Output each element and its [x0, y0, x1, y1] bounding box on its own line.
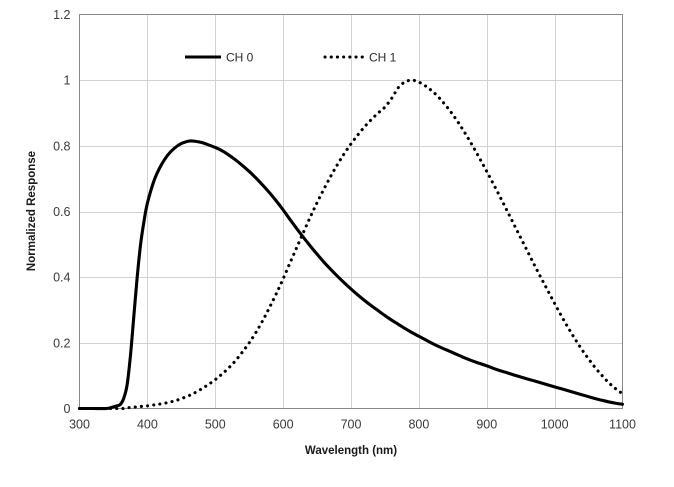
- chart-legend: CH 0 CH 1: [185, 51, 397, 65]
- x-tick-label: 800: [408, 418, 429, 432]
- x-tick-label: 1000: [541, 418, 569, 432]
- y-tick-label: 0.2: [53, 336, 70, 350]
- x-axis-tick-labels: 300 400 500 600 700 800 900 1000 1100: [69, 418, 636, 432]
- y-tick-label: 0: [64, 402, 71, 416]
- vertical-gridlines: [147, 14, 556, 409]
- x-tick-label: 900: [476, 418, 497, 432]
- data-series-layer: [77, 78, 625, 411]
- x-tick-label: 300: [69, 418, 90, 432]
- x-tick-label: 400: [137, 418, 158, 432]
- x-tick-label: 700: [341, 418, 362, 432]
- y-tick-label: 1: [64, 74, 71, 88]
- legend-label: CH 1: [369, 51, 397, 65]
- x-axis-title: Wavelength (nm): [305, 445, 397, 457]
- x-tick-label: 600: [273, 418, 294, 432]
- series-line-ch1: [77, 78, 625, 411]
- legend-label: CH 0: [226, 51, 254, 65]
- y-tick-label: 1.2: [53, 8, 70, 22]
- x-tick-label: 1100: [609, 418, 636, 432]
- legend-entry-ch0[interactable]: CH 0: [185, 51, 254, 65]
- y-axis-tick-labels: 0 0.2 0.4 0.6 0.8 1 1.2: [53, 8, 70, 416]
- y-tick-label: 0.4: [53, 271, 70, 285]
- y-tick-label: 0.8: [53, 139, 70, 153]
- plot-area-frame: [79, 14, 623, 409]
- x-tick-label: 500: [205, 418, 226, 432]
- legend-entry-ch1[interactable]: CH 1: [323, 51, 397, 65]
- series-line-ch0: [77, 139, 625, 411]
- y-tick-label: 0.6: [53, 205, 70, 219]
- y-axis-title: Normalized Response: [26, 151, 38, 271]
